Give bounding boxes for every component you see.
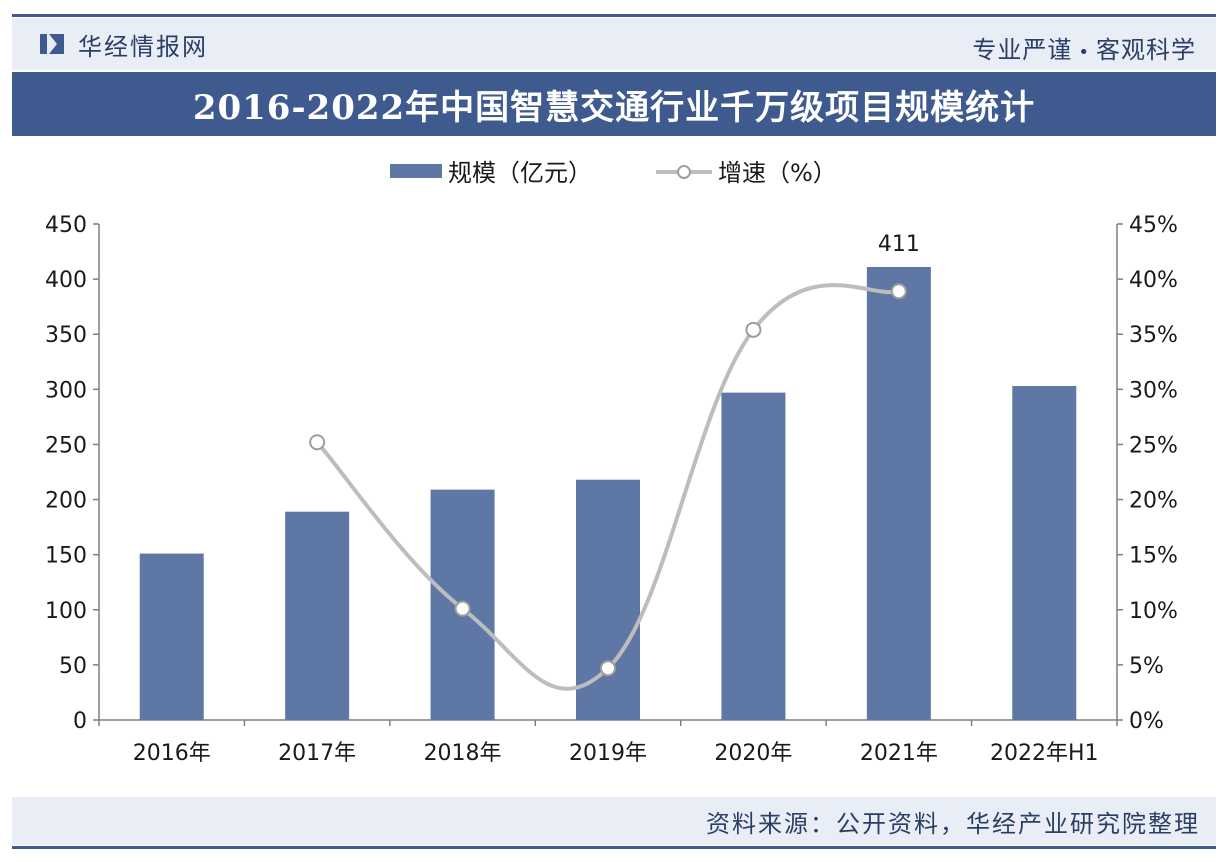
y-left-tick-label: 50 [59, 654, 87, 679]
y-right-tick-label: 35% [1129, 323, 1178, 348]
bar [721, 392, 786, 720]
slogan-left: 专业严谨 [972, 36, 1073, 64]
bar-data-label: 411 [878, 232, 920, 257]
y-left-tick-label: 100 [45, 599, 87, 624]
y-right-tick-label: 10% [1129, 599, 1178, 624]
bar [576, 479, 640, 720]
brand-name: 华经情报网 [78, 32, 208, 61]
growth-point [454, 600, 471, 617]
y-right-tick-label: 45% [1129, 213, 1178, 238]
y-right-tick-label: 0% [1129, 709, 1164, 734]
x-tick-label: 2020年 [714, 741, 792, 766]
brand[interactable]: 华经情报网 [38, 28, 208, 61]
growth-point [890, 283, 907, 300]
brand-logo-icon [40, 34, 64, 54]
chart-title: 2016-2022年中国智慧交通行业千万级项目规模统计 [192, 87, 1036, 128]
y-left-tick-label: 0 [73, 709, 87, 734]
bar [1012, 386, 1077, 720]
legend-line-label: 增速（%） [718, 159, 837, 187]
chart-svg: 规模（亿元） 增速（%） 0 50 100 150 200 250 300 350 400 450… [45, 159, 1178, 766]
y-right-tick-label: 30% [1129, 378, 1178, 403]
y-left-tick-label: 150 [45, 544, 87, 569]
legend: 规模（亿元） 增速（%） [390, 159, 837, 187]
growth-point [600, 660, 616, 677]
y-left-tick-label: 350 [45, 323, 87, 348]
top-rule [12, 14, 1216, 17]
title-bar: 2016-2022年中国智慧交通行业千万级项目规模统计 [12, 72, 1216, 136]
bar [285, 511, 350, 720]
source-bar: 资料来源：公开资料，华经产业研究院整理 [12, 797, 1216, 845]
growth-line [309, 283, 907, 691]
data-labels: 411 [878, 232, 920, 257]
x-tick-label: 2021年 [860, 741, 938, 766]
growth-point [309, 434, 326, 451]
slogan: 专业严谨 • 客观科学 [972, 30, 1196, 65]
bar [139, 553, 204, 720]
y-right-tick-label: 20% [1129, 489, 1178, 514]
x-tick-label: 2018年 [424, 741, 502, 766]
axes: 0 50 100 150 200 250 300 350 400 450 0% 5% 10% 15% 20%… [45, 213, 1178, 766]
growth-line-path [315, 283, 900, 691]
y-right-tick-label: 40% [1129, 268, 1178, 293]
y-left-tick-label: 300 [45, 378, 87, 403]
source-note: 资料来源：公开资料，华经产业研究院整理 [706, 809, 1200, 838]
y-left-tick-label: 400 [45, 268, 87, 293]
y-right-tick-label: 5% [1129, 654, 1164, 679]
x-tick-label: 2016年 [133, 741, 211, 766]
bottom-rule [12, 846, 1216, 849]
growth-point [745, 321, 762, 338]
bars [139, 266, 1077, 720]
x-tick-label: 2022年H1 [990, 741, 1099, 766]
chart-area: 规模（亿元） 增速（%） 0 50 100 150 200 250 300 350 400 450… [12, 136, 1216, 796]
legend-bar-label: 规模（亿元） [448, 159, 592, 187]
header-bar: 华经情报网 专业严谨 • 客观科学 [12, 18, 1216, 70]
y-left-tick-label: 450 [45, 213, 87, 238]
legend-line-marker [677, 165, 691, 179]
bar [866, 266, 931, 720]
x-tick-label: 2017年 [278, 741, 356, 766]
legend-bar-swatch [390, 164, 442, 178]
y-left-tick-label: 250 [45, 433, 87, 458]
slogan-right: 客观科学 [1096, 36, 1196, 64]
y-right-tick-label: 15% [1129, 544, 1178, 569]
y-right-tick-label: 25% [1129, 433, 1178, 458]
slogan-separator: • [1078, 42, 1090, 63]
x-tick-label: 2019年 [569, 741, 647, 766]
y-left-tick-label: 200 [45, 489, 87, 514]
